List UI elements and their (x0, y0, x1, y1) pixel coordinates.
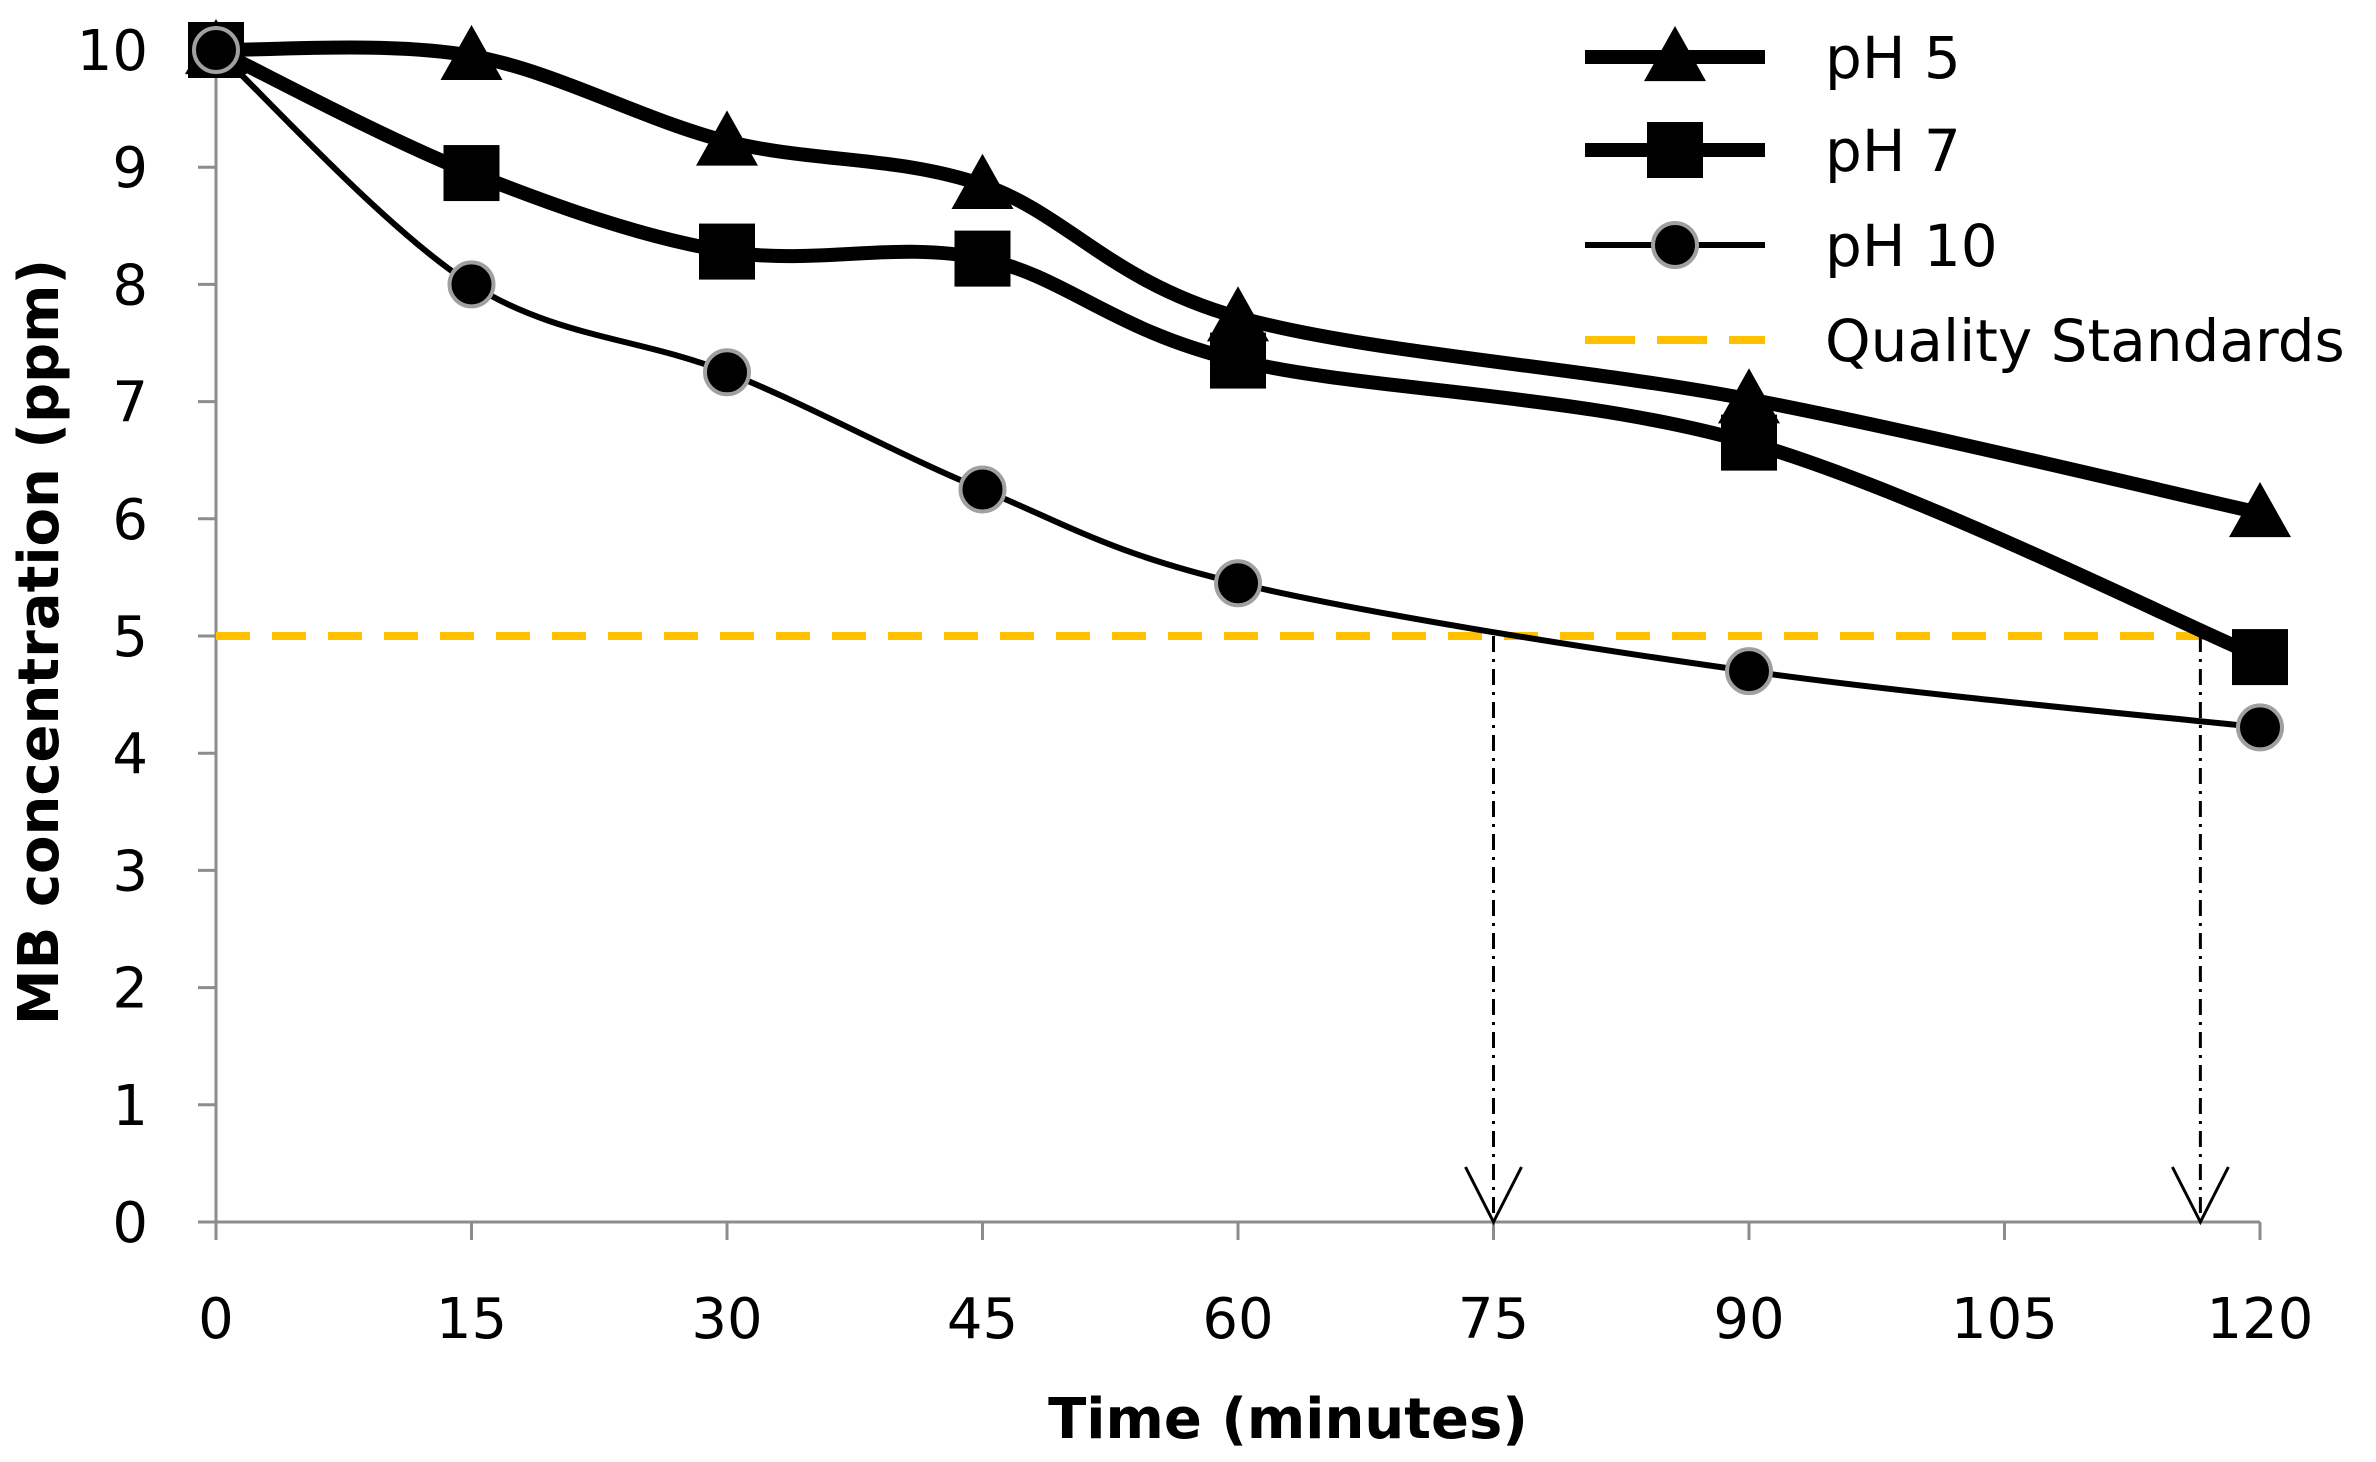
y-tick-label: 9 (112, 136, 148, 201)
x-tick-label: 60 (1202, 1287, 1273, 1352)
annotation-arrows (1464, 636, 2230, 1226)
legend-label: pH 10 (1825, 212, 1998, 280)
square-marker (1210, 332, 1266, 389)
legend-triangle-marker (1644, 26, 1706, 82)
annotation-arrow-head (2171, 1166, 2230, 1226)
y-tick-label: 2 (112, 957, 148, 1022)
square-marker (699, 223, 755, 280)
circle-marker (1725, 647, 1773, 696)
circle-marker (958, 465, 1007, 514)
legend-square-marker (1647, 122, 1703, 178)
x-tick-label: 120 (2207, 1287, 2314, 1352)
y-tick-label: 10 (77, 19, 148, 84)
circle-marker (2236, 703, 2284, 752)
circle-marker (192, 26, 240, 74)
legend-entry: pH 10 (1585, 212, 1998, 280)
y-tick-label: 1 (112, 1074, 148, 1139)
y-tick-label: 4 (112, 722, 148, 787)
x-tick-label: 15 (436, 1287, 507, 1352)
circle-marker (447, 260, 496, 309)
legend-label: pH 7 (1825, 117, 1961, 185)
square-marker (2232, 629, 2288, 686)
triangle-marker (2229, 481, 2291, 538)
legend-entry: Quality Standards (1585, 307, 2345, 375)
triangle-marker (1718, 368, 1780, 424)
legend-circle-marker (1651, 221, 1699, 269)
square-marker (1721, 414, 1777, 471)
triangle-marker (440, 24, 503, 81)
annotation-arrow-head (1464, 1166, 1523, 1226)
x-tick-label: 75 (1458, 1287, 1529, 1352)
legend-label: Quality Standards (1825, 307, 2345, 375)
circle-marker (1214, 559, 1262, 608)
y-tick-label: 6 (112, 488, 148, 553)
x-axis-ticks: 0 15 30 45 60 75 90 105 120 (198, 1222, 2313, 1352)
legend-label: pH 5 (1825, 24, 1961, 92)
triangle-marker (696, 110, 758, 166)
y-axis-ticks: 0 1 2 3 4 5 6 7 8 9 10 (77, 19, 216, 1256)
triangle-marker (951, 153, 1014, 209)
triangle-marker (1207, 286, 1269, 342)
circle-marker (703, 348, 751, 397)
y-tick-label: 7 (112, 371, 148, 436)
legend: pH 5 pH 7 pH 10 Quality Standards (1585, 24, 2345, 375)
x-tick-label: 0 (198, 1287, 234, 1352)
legend-entry: pH 7 (1585, 117, 1961, 185)
x-axis-title: Time (minutes) (1048, 1387, 1528, 1452)
y-tick-label: 3 (112, 839, 148, 904)
y-tick-label: 0 (112, 1191, 148, 1256)
x-tick-label: 30 (691, 1287, 762, 1352)
y-tick-label: 5 (112, 605, 148, 670)
legend-entry: pH 5 (1585, 24, 1961, 92)
x-tick-label: 90 (1713, 1287, 1784, 1352)
series-markers (185, 19, 2291, 752)
x-tick-label: 45 (947, 1287, 1018, 1352)
y-tick-label: 8 (112, 253, 148, 318)
square-marker (443, 145, 500, 202)
x-tick-label: 105 (1951, 1287, 2058, 1352)
square-marker (954, 230, 1011, 287)
y-axis-title: MB concentration (ppm) (7, 259, 72, 1025)
